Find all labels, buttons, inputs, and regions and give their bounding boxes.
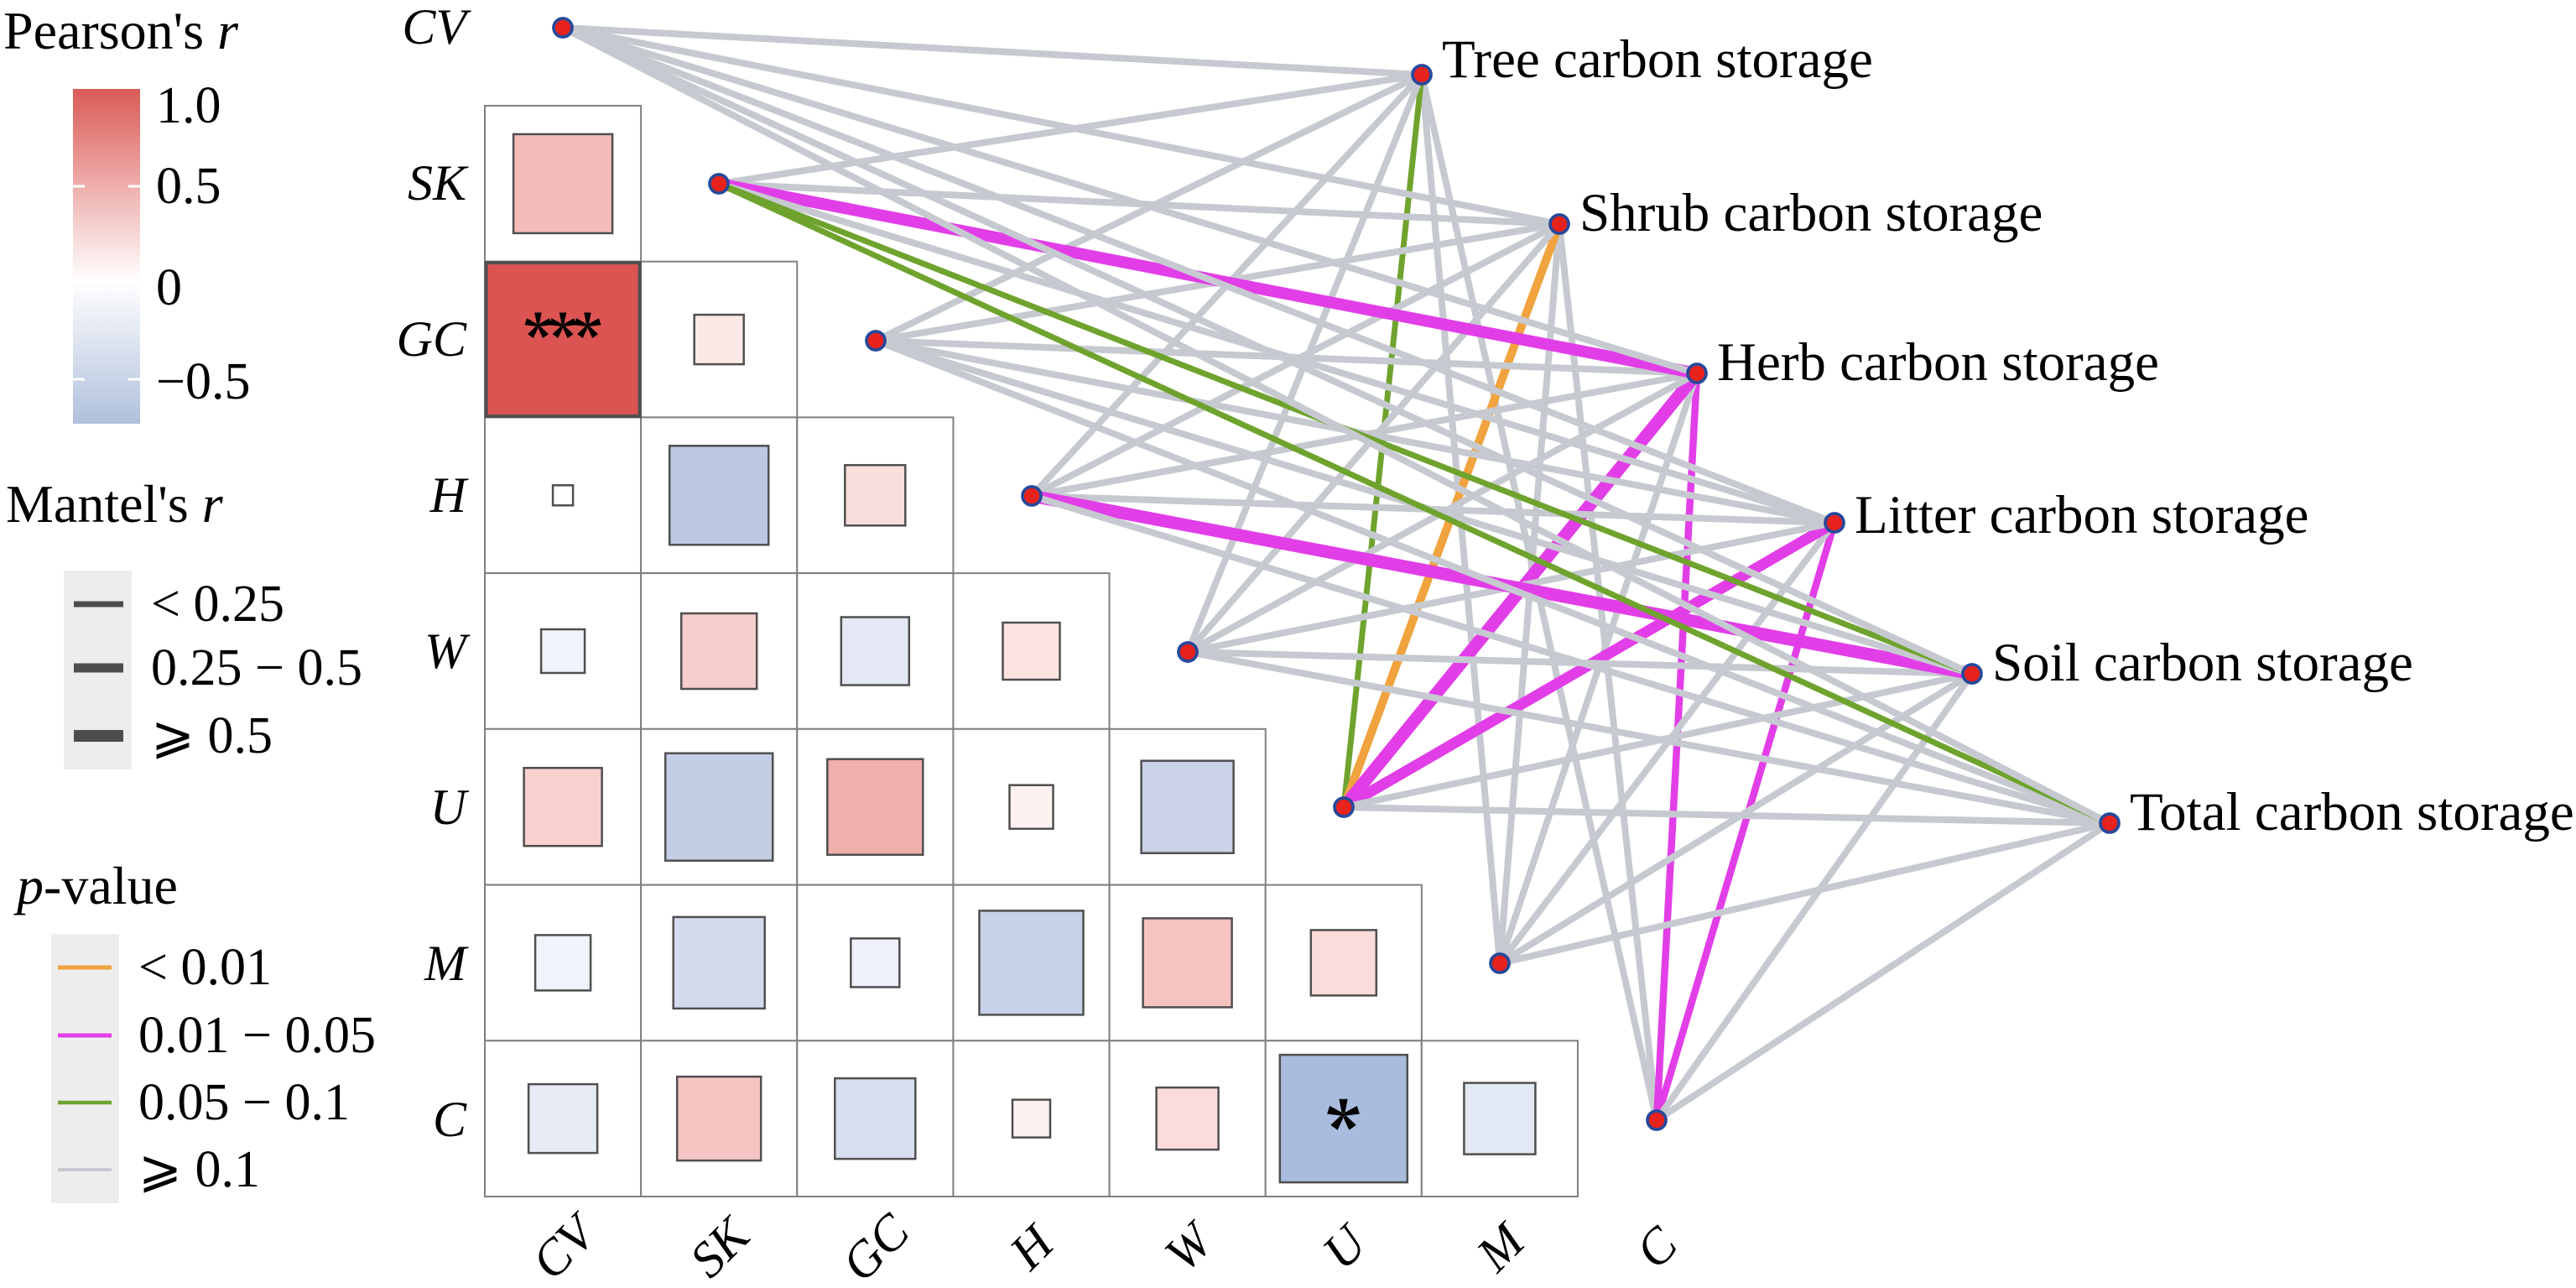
svg-text:C: C <box>433 1092 467 1147</box>
svg-text:−0.5: −0.5 <box>156 353 250 410</box>
svg-text:Pearson's r: Pearson's r <box>3 1 239 60</box>
svg-text:CV: CV <box>402 0 471 55</box>
svg-text:Shrub carbon storage: Shrub carbon storage <box>1579 183 2043 243</box>
svg-text:1.0: 1.0 <box>156 77 221 134</box>
svg-text:H: H <box>429 467 470 523</box>
svg-text:Tree carbon storage: Tree carbon storage <box>1442 29 1873 90</box>
svg-text:Mantel's r: Mantel's r <box>6 474 224 534</box>
svg-text:Litter carbon storage: Litter carbon storage <box>1855 485 2308 545</box>
svg-text:0.01 − 0.05: 0.01 − 0.05 <box>138 1007 376 1064</box>
svg-text:< 0.25: < 0.25 <box>151 576 284 633</box>
svg-text:W: W <box>424 623 471 679</box>
svg-text:U: U <box>430 780 470 835</box>
svg-text:SK: SK <box>408 155 469 211</box>
svg-text:< 0.01: < 0.01 <box>138 939 272 996</box>
svg-text:0.25 − 0.5: 0.25 − 0.5 <box>151 639 362 696</box>
svg-text:GC: GC <box>397 311 467 367</box>
svg-text:Herb carbon storage: Herb carbon storage <box>1717 332 2159 393</box>
svg-text:p-value: p-value <box>13 856 178 915</box>
svg-text:Total carbon storage: Total carbon storage <box>2130 782 2574 842</box>
svg-text:0.5: 0.5 <box>156 158 221 215</box>
svg-text:M: M <box>424 936 469 991</box>
svg-text:0.05 − 0.1: 0.05 − 0.1 <box>138 1074 350 1131</box>
svg-text:⩾ 0.1: ⩾ 0.1 <box>138 1141 260 1198</box>
svg-text:Soil carbon storage: Soil carbon storage <box>1992 633 2413 693</box>
svg-text:⩾ 0.5: ⩾ 0.5 <box>151 707 273 764</box>
svg-text:0: 0 <box>156 259 182 316</box>
